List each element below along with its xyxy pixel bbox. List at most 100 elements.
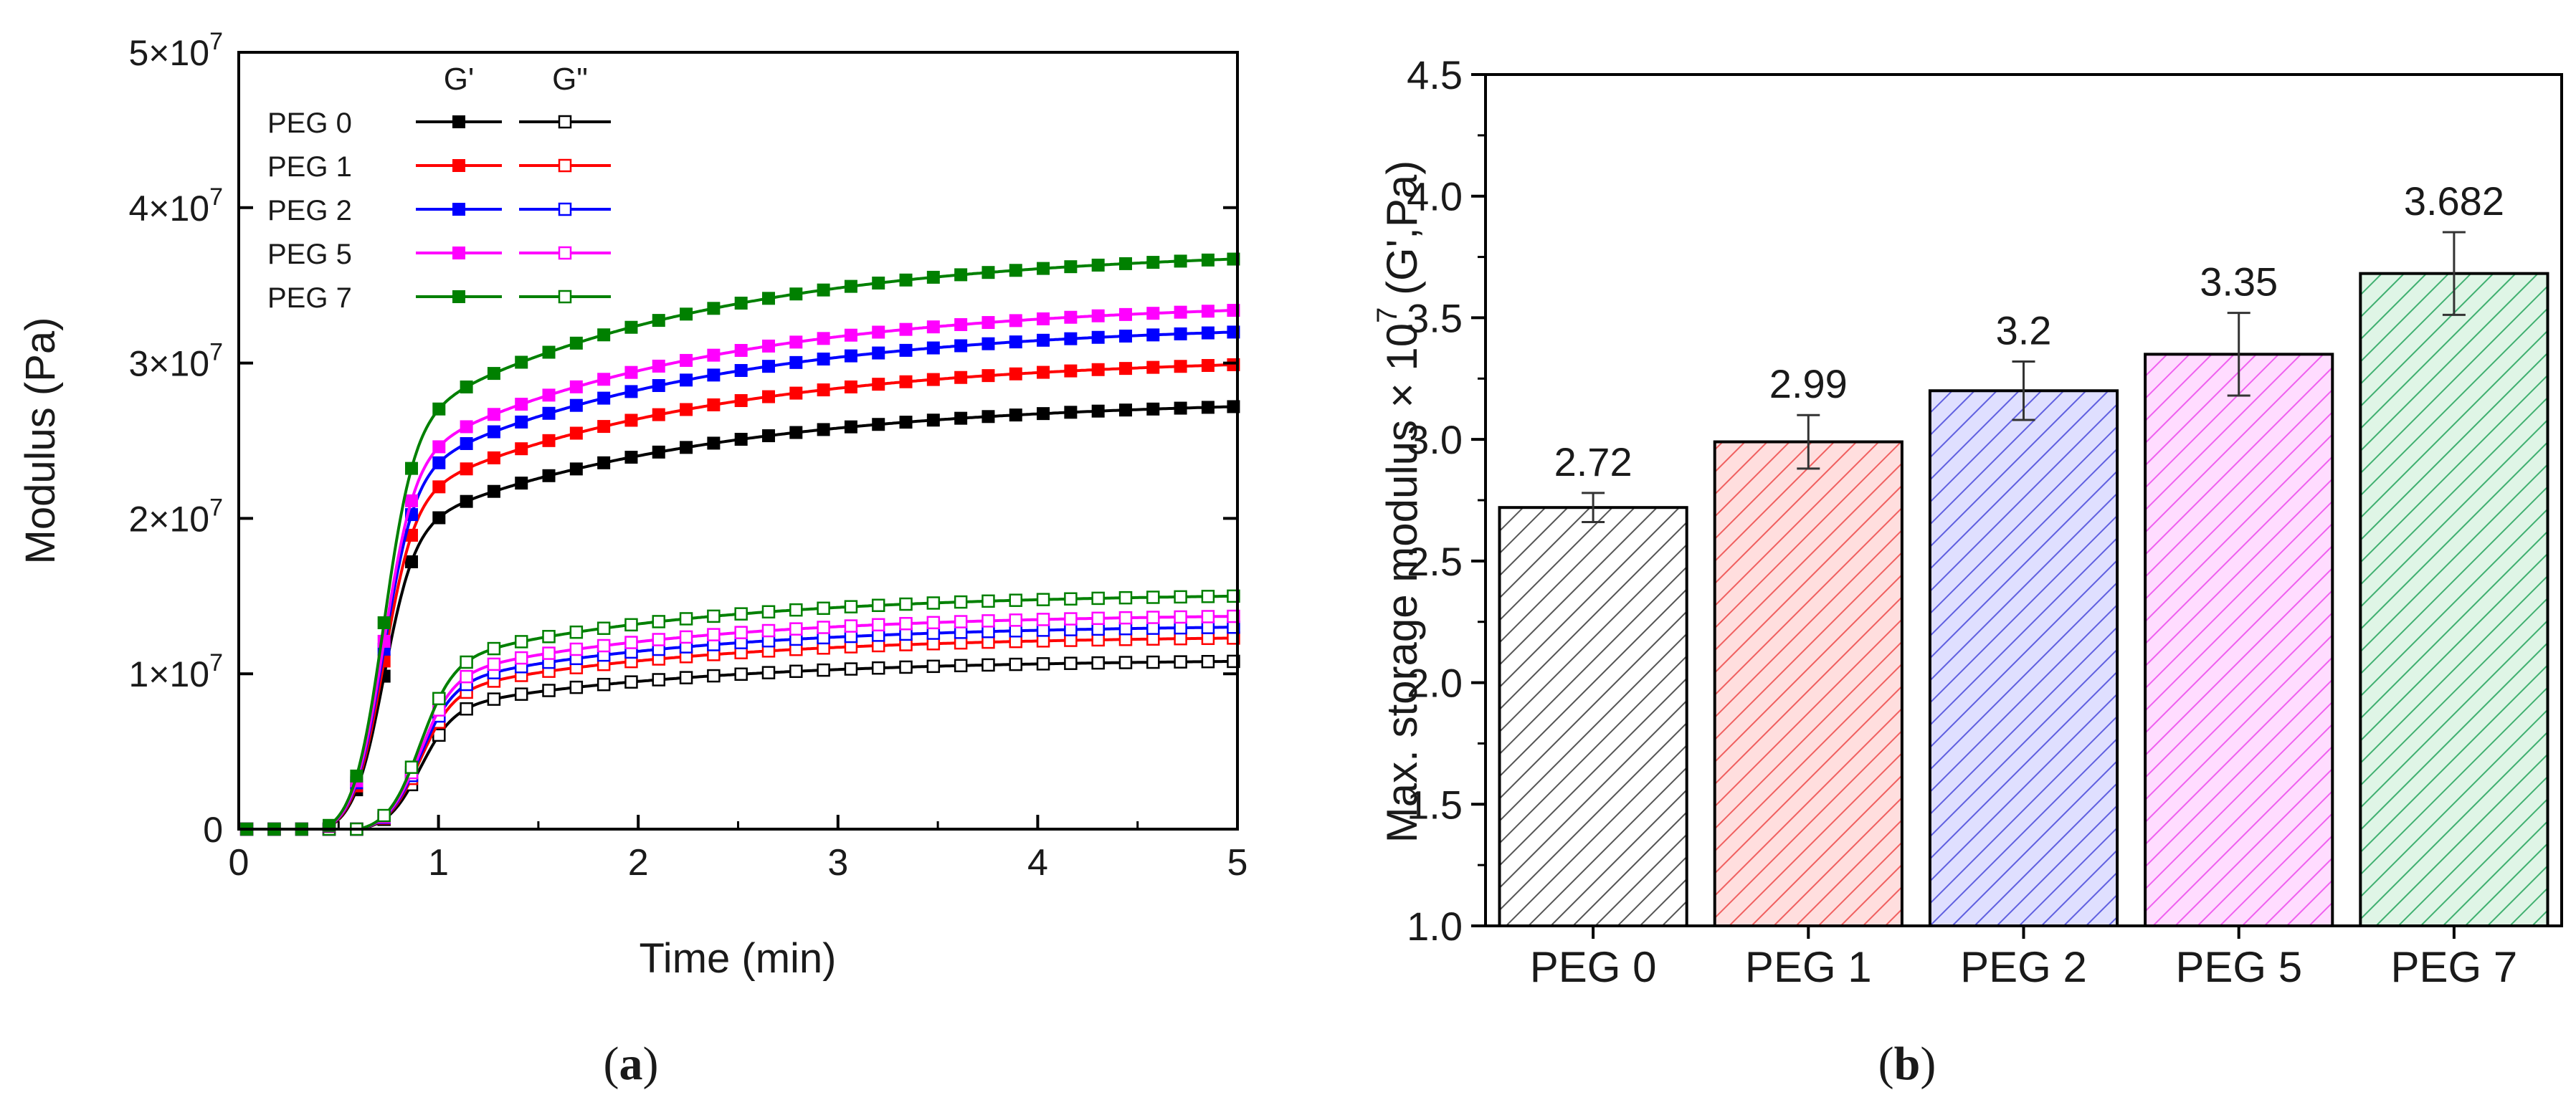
y-tick-mantissa: 2×10 bbox=[128, 499, 209, 539]
data-point bbox=[487, 657, 501, 671]
data-point bbox=[569, 398, 583, 412]
data-point bbox=[460, 380, 473, 393]
data-point bbox=[982, 658, 995, 672]
data-point bbox=[1064, 592, 1078, 606]
data-point bbox=[1036, 657, 1050, 671]
data-point bbox=[1146, 402, 1160, 416]
data-point bbox=[1009, 593, 1023, 607]
y-tick-label: 3×107 bbox=[128, 339, 223, 384]
data-point bbox=[761, 623, 776, 638]
line-chart-legend: G' G" PEG 0 PEG 1 PEG 2 PEG 5 PEG 7 bbox=[267, 62, 611, 314]
data-point bbox=[652, 314, 665, 327]
data-point bbox=[624, 385, 638, 398]
data-point bbox=[1174, 360, 1187, 373]
data-point bbox=[680, 373, 693, 387]
data-point bbox=[404, 555, 418, 568]
y-tick-label: 5×107 bbox=[128, 28, 223, 73]
bar-chart-y-axis-title-suffix: (G',Pa) bbox=[1378, 161, 1426, 307]
data-point bbox=[1118, 307, 1132, 321]
data-point bbox=[432, 511, 446, 525]
data-point bbox=[1036, 634, 1050, 648]
legend-header-storage: G' bbox=[444, 62, 475, 97]
data-point bbox=[377, 808, 391, 823]
series-line bbox=[239, 308, 1238, 831]
data-point bbox=[871, 598, 885, 612]
data-point bbox=[624, 320, 638, 334]
data-point bbox=[404, 528, 418, 542]
data-point bbox=[652, 615, 666, 628]
x-tick-label: 0 bbox=[229, 842, 249, 884]
data-point bbox=[1201, 305, 1215, 318]
data-point bbox=[844, 328, 857, 342]
bar-rect bbox=[2359, 272, 2549, 927]
data-point bbox=[926, 320, 940, 334]
data-point bbox=[707, 348, 721, 362]
y-tick-label: 2.0 bbox=[1407, 661, 1463, 706]
data-point bbox=[926, 413, 940, 427]
data-point bbox=[844, 349, 857, 363]
data-point bbox=[707, 302, 721, 315]
legend-marker-loss bbox=[558, 202, 572, 216]
y-tick-label: 1.0 bbox=[1407, 904, 1463, 949]
data-point bbox=[624, 618, 638, 632]
data-point bbox=[734, 626, 748, 639]
legend-label: PEG 2 bbox=[267, 195, 352, 226]
data-point bbox=[1091, 309, 1105, 322]
bar-rect bbox=[1713, 440, 1904, 927]
data-point bbox=[1091, 611, 1105, 626]
data-point bbox=[817, 353, 830, 366]
legend-label: PEG 0 bbox=[267, 107, 352, 139]
data-point bbox=[597, 373, 611, 386]
y-tick-mantissa: 4×10 bbox=[128, 188, 209, 229]
data-point bbox=[1037, 333, 1050, 347]
data-point bbox=[1174, 254, 1187, 268]
data-point bbox=[1037, 365, 1050, 379]
legend-marker-loss bbox=[558, 246, 572, 260]
data-point bbox=[817, 332, 830, 345]
data-point bbox=[817, 423, 830, 436]
y-tick-label: 0 bbox=[203, 810, 223, 850]
series-peg-2-storage-modulus bbox=[239, 325, 1240, 836]
data-point bbox=[460, 462, 473, 476]
data-point bbox=[597, 677, 611, 692]
data-point bbox=[789, 603, 803, 617]
y-tick-label: 4.0 bbox=[1407, 174, 1463, 219]
data-point bbox=[789, 355, 803, 369]
data-point bbox=[982, 410, 995, 424]
data-point bbox=[1036, 593, 1050, 606]
legend-entry: PEG 1 bbox=[267, 151, 611, 183]
y-tick-exponent: 7 bbox=[209, 183, 223, 211]
y-tick-label: 2.5 bbox=[1407, 539, 1463, 584]
data-point bbox=[1146, 256, 1160, 269]
data-point bbox=[1064, 612, 1078, 626]
panel-label-a: (a) bbox=[604, 1038, 659, 1090]
data-point bbox=[487, 425, 500, 439]
data-point bbox=[432, 692, 446, 706]
data-point bbox=[460, 436, 473, 450]
data-point bbox=[569, 462, 583, 476]
data-point bbox=[1009, 657, 1023, 671]
data-point bbox=[1064, 406, 1078, 419]
data-point bbox=[679, 630, 693, 644]
bar-chart-y-axis-title-main: Max. storage modulus × 10 bbox=[1378, 323, 1426, 843]
data-point bbox=[624, 636, 638, 649]
data-point bbox=[1174, 655, 1187, 669]
data-point bbox=[1091, 633, 1105, 647]
data-point bbox=[1118, 362, 1132, 376]
data-point bbox=[761, 666, 776, 679]
data-point bbox=[871, 618, 885, 632]
data-point bbox=[789, 287, 803, 301]
data-point bbox=[1118, 590, 1133, 605]
data-point bbox=[569, 336, 583, 350]
bar-rect bbox=[2144, 353, 2334, 928]
y-tick-exponent: 7 bbox=[209, 494, 223, 521]
data-point bbox=[844, 279, 857, 293]
data-point bbox=[487, 367, 500, 381]
x-category-label: PEG 2 bbox=[1960, 943, 2087, 991]
data-point bbox=[789, 386, 803, 400]
data-point bbox=[542, 406, 556, 420]
data-point bbox=[542, 345, 556, 359]
data-point bbox=[1064, 656, 1078, 670]
data-point bbox=[1091, 622, 1105, 636]
